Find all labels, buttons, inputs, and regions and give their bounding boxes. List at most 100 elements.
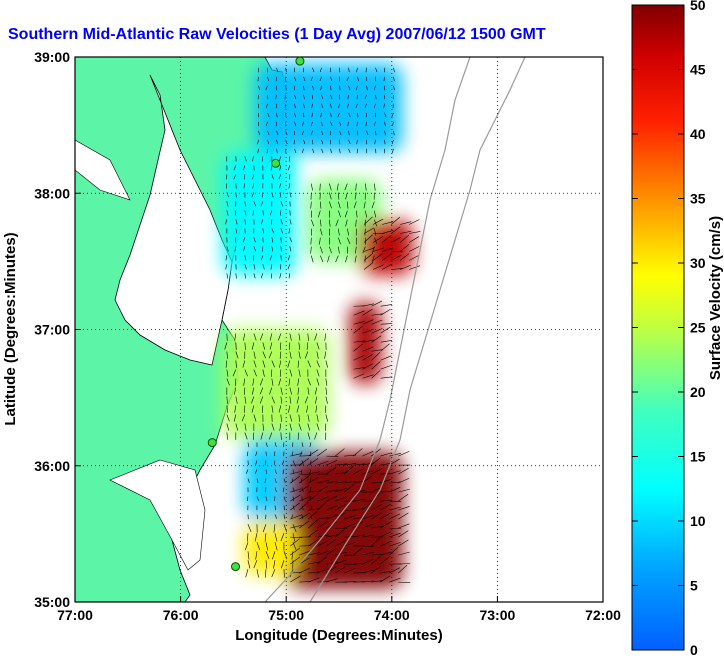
velocity-field (222, 63, 413, 589)
velocity-vector (280, 201, 283, 207)
velocity-vector (278, 405, 282, 413)
velocity-vector (247, 533, 249, 542)
velocity-vector (302, 121, 304, 127)
velocity-vector (235, 351, 239, 359)
velocity-vector (301, 514, 303, 520)
velocity-vector (274, 451, 276, 457)
velocity-vector (335, 552, 347, 556)
velocity-vector (338, 103, 340, 109)
velocity-vector (226, 414, 230, 422)
velocity-vector (363, 253, 374, 261)
velocity-vector (291, 514, 294, 519)
velocity-vector (290, 538, 300, 547)
velocity-vector (276, 139, 278, 145)
velocity-vector (264, 533, 267, 542)
velocity-vector (256, 478, 259, 484)
velocity-vector (294, 112, 296, 118)
velocity-vector (353, 547, 363, 556)
velocity-vector (339, 85, 341, 91)
velocity-vector (280, 432, 282, 440)
velocity-vector (283, 524, 288, 533)
velocity-vector (289, 342, 291, 350)
velocity-vector (292, 442, 294, 448)
velocity-vector (371, 457, 381, 466)
velocity-vector (316, 414, 319, 422)
velocity-vector (374, 210, 377, 218)
y-tick-label: 39:00 (34, 49, 70, 65)
velocity-vector (287, 255, 291, 261)
bathymetry-contour (264, 57, 471, 602)
velocity-vector (398, 506, 410, 511)
velocity-vector (335, 219, 339, 227)
velocity-vector (289, 387, 293, 395)
velocity-vector (311, 255, 314, 263)
velocity-vector (253, 351, 256, 359)
velocity-vector (252, 183, 255, 189)
velocity-vector (292, 542, 297, 551)
velocity-vector (373, 103, 376, 109)
velocity-vector (371, 565, 382, 574)
velocity-vector (371, 553, 384, 556)
velocity-vector (252, 210, 255, 216)
velocity-vector (260, 219, 264, 225)
velocity-vector (344, 568, 356, 574)
velocity-vector (348, 112, 351, 118)
velocity-vector (269, 387, 273, 395)
velocity-vector (362, 502, 372, 511)
y-tick-label: 35:00 (34, 594, 70, 610)
velocity-vector (233, 174, 237, 180)
velocity-vector (353, 463, 366, 466)
velocity-vector (319, 237, 321, 245)
velocity-vector (235, 342, 237, 350)
velocity-vector (259, 378, 264, 386)
velocity-vector (262, 351, 266, 359)
velocity-vector (372, 253, 383, 261)
velocity-vector (335, 566, 346, 574)
velocity-vector (374, 139, 376, 145)
velocity-vector (325, 387, 328, 395)
velocity-vector (279, 351, 282, 359)
velocity-vector (306, 342, 309, 350)
velocity-vector (380, 376, 393, 379)
velocity-vector (326, 505, 338, 511)
velocity-vector (292, 496, 294, 502)
marker-site-delaware (271, 158, 281, 168)
velocity-vector (329, 246, 332, 254)
velocity-vector (317, 540, 329, 547)
velocity-vector (399, 244, 410, 252)
velocity-vector (303, 139, 306, 145)
velocity-vector (365, 121, 367, 127)
velocity-vector (335, 496, 347, 502)
velocity-vector (253, 246, 257, 252)
velocity-vector (307, 333, 309, 341)
x-tick-label: 72:00 (585, 607, 621, 623)
velocity-vector (344, 484, 354, 493)
velocity-vector (280, 396, 283, 404)
velocity-vector (244, 396, 247, 404)
velocity-vector (338, 237, 341, 245)
velocity-region-jet-37-7 (360, 220, 413, 275)
velocity-vector (276, 112, 278, 118)
velocity-vector (243, 246, 246, 252)
velocity-vector (314, 333, 318, 341)
velocity-vector (307, 432, 311, 440)
velocity-vector (257, 139, 259, 145)
velocity-vector (345, 192, 348, 200)
velocity-vector (335, 488, 347, 493)
velocity-vector (297, 432, 300, 440)
velocity-vector (226, 423, 230, 431)
velocity-vector (374, 228, 377, 236)
velocity-vector (389, 577, 401, 583)
velocity-vector (372, 236, 384, 243)
velocity-vectors (224, 67, 421, 583)
velocity-vector (290, 514, 302, 520)
velocity-vector (274, 442, 277, 448)
velocity-vector (300, 478, 303, 484)
velocity-vector (298, 333, 301, 341)
velocity-vector (290, 502, 300, 511)
velocity-vector (256, 569, 259, 578)
colorbar-tick-label: 50 (690, 0, 706, 13)
velocity-vector (371, 512, 382, 520)
velocity-vector (233, 165, 237, 171)
velocity-vector (251, 192, 255, 198)
